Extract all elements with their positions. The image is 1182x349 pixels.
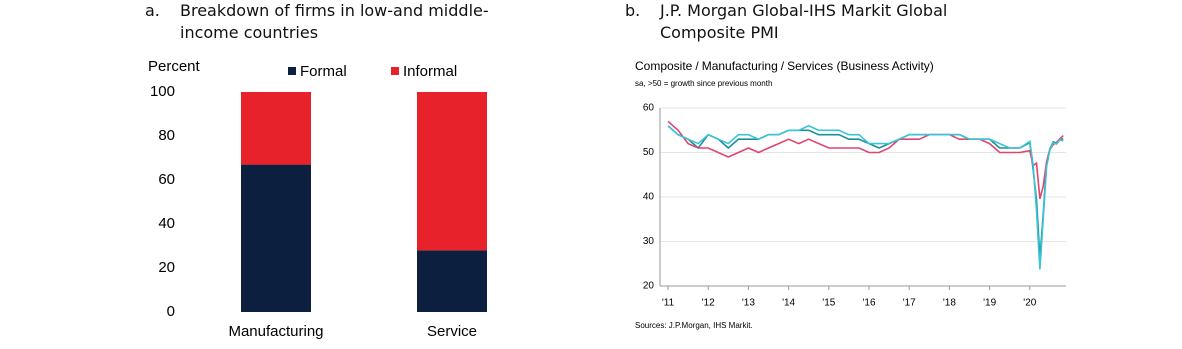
y-axis-label: Percent (148, 58, 201, 75)
x-tick-label: '14 (782, 298, 795, 309)
y-tick-label: 50 (643, 147, 655, 158)
legend-label: Services (Business Activity) (787, 59, 934, 73)
legend-label: Informal (403, 63, 457, 80)
x-tick-label: '11 (662, 298, 675, 309)
panel-label: b. (625, 1, 641, 20)
x-tick-label: '15 (822, 298, 835, 309)
x-tick-label: '19 (983, 298, 996, 309)
x-tick-label: Service (427, 323, 477, 340)
legend-swatch (391, 67, 399, 75)
y-tick-label: 30 (643, 236, 655, 247)
y-tick-label: 20 (158, 259, 175, 276)
y-tick-label: 100 (150, 83, 175, 100)
source: Sources: J.P.Morgan, IHS Markit. (635, 321, 753, 330)
legend-swatch (288, 67, 296, 75)
subtitle: sa, >50 = growth since previous month (635, 79, 772, 88)
y-tick-label: 80 (158, 127, 175, 144)
legend-label: Formal (300, 63, 347, 80)
panel-label: a. (145, 1, 160, 20)
bar-segment (417, 92, 487, 251)
y-tick-label: 60 (643, 103, 655, 114)
x-tick-label: '17 (903, 298, 916, 309)
y-tick-label: 40 (643, 192, 655, 203)
x-tick-label: Manufacturing (228, 323, 323, 340)
y-tick-label: 20 (643, 281, 655, 292)
x-tick-label: '13 (742, 298, 755, 309)
line-series (667, 120, 1064, 200)
legend-label: Composite (635, 59, 693, 73)
y-tick-label: 40 (158, 215, 175, 232)
bar-segment (241, 92, 311, 165)
x-tick-label: '18 (943, 298, 956, 309)
panel-a-title-block: a. Breakdown of firms in low-and middle-… (145, 0, 525, 48)
line-series (667, 124, 1064, 270)
legend-separator: / (781, 59, 785, 73)
bar-segment (417, 250, 487, 312)
chart-title: Breakdown of firms in low-and middle-inc… (180, 1, 489, 42)
x-tick-label: '16 (862, 298, 875, 309)
y-tick-label: 0 (167, 303, 175, 320)
y-tick-label: 60 (158, 171, 175, 188)
panel-b-title-block: b. J.P. Morgan Global-IHS Markit Global … (625, 0, 1005, 48)
legend-label: Manufacturing (702, 59, 778, 73)
chart-title: J.P. Morgan Global-IHS Markit Global Com… (660, 1, 948, 42)
legend-separator: / (695, 59, 699, 73)
x-tick-label: '20 (1023, 298, 1036, 309)
bar-segment (241, 164, 311, 312)
x-tick-label: '12 (702, 298, 715, 309)
